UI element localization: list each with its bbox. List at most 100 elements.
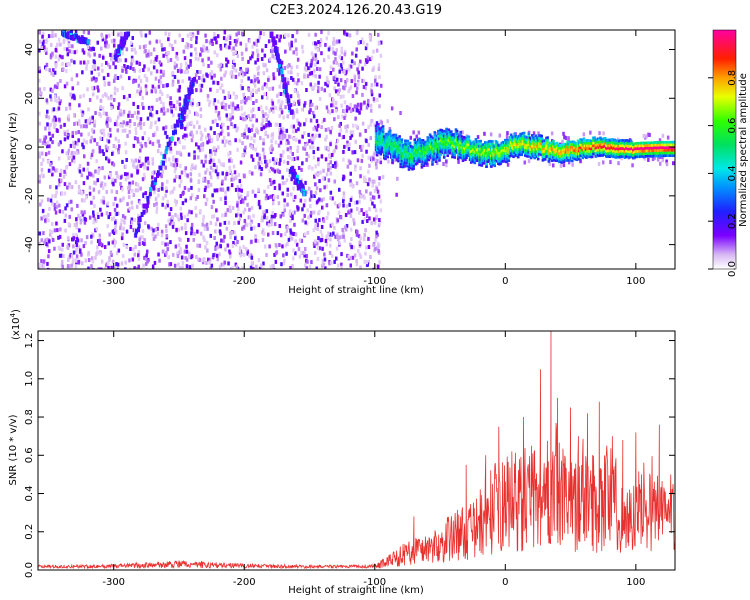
noise-cell [170, 125, 174, 130]
noise-cell [65, 203, 69, 208]
noise-cell [83, 154, 86, 159]
streak-cell [287, 105, 291, 110]
noise-cell [111, 177, 114, 182]
noise-cell [263, 91, 266, 96]
noise-cell [262, 71, 266, 76]
signal-cell [420, 166, 424, 169]
noise-cell [378, 104, 381, 109]
noise-cell [212, 214, 216, 219]
noise-cell [297, 166, 301, 170]
noise-cell [146, 156, 150, 161]
noise-cell [582, 132, 586, 137]
noise-cell [339, 215, 343, 220]
noise-cell [296, 90, 299, 95]
noise-cell [332, 97, 335, 102]
noise-cell [75, 243, 79, 247]
noise-cell [121, 86, 124, 91]
noise-cell [248, 170, 252, 175]
noise-cell [148, 40, 152, 45]
noise-cell [189, 101, 192, 106]
noise-cell [185, 70, 188, 74]
noise-cell [208, 171, 212, 176]
noise-cell [104, 182, 107, 187]
noise-cell [313, 68, 316, 73]
noise-cell [155, 206, 159, 211]
noise-cell [200, 137, 203, 141]
noise-cell [165, 188, 168, 193]
noise-cell [240, 236, 244, 241]
noise-cell [322, 176, 325, 181]
noise-cell [190, 120, 193, 125]
noise-cell [116, 211, 120, 216]
noise-cell [220, 83, 224, 88]
noise-cell [137, 83, 141, 88]
noise-cell [92, 47, 96, 52]
noise-cell [225, 172, 229, 176]
noise-cell [331, 222, 334, 227]
noise-cell [110, 96, 113, 101]
noise-cell [617, 161, 620, 166]
noise-cell [377, 181, 381, 186]
noise-cell [224, 70, 228, 75]
noise-cell [665, 159, 668, 164]
noise-cell [202, 44, 205, 49]
noise-cell [372, 179, 375, 184]
noise-cell [314, 106, 317, 111]
noise-cell [598, 131, 601, 136]
noise-cell [125, 47, 129, 52]
noise-cell [191, 263, 194, 268]
noise-cell [320, 225, 324, 229]
noise-cell [666, 135, 670, 140]
noise-cell [150, 89, 154, 94]
noise-cell [114, 73, 117, 78]
signal-cell [464, 158, 467, 161]
noise-cell [53, 70, 57, 75]
noise-cell [84, 119, 88, 124]
noise-cell [122, 226, 125, 231]
noise-cell [130, 173, 133, 178]
noise-cell [195, 79, 198, 84]
signal-cell [419, 141, 422, 145]
noise-cell [360, 208, 363, 213]
noise-cell [264, 112, 267, 117]
noise-cell [143, 64, 146, 69]
noise-cell [359, 102, 363, 107]
noise-cell [136, 123, 140, 128]
noise-cell [367, 125, 370, 129]
noise-cell [506, 162, 510, 167]
noise-cell [181, 38, 184, 42]
noise-cell [240, 69, 243, 74]
noise-cell [250, 239, 253, 244]
noise-cell [303, 74, 306, 79]
noise-cell [80, 173, 84, 178]
noise-cell [672, 161, 675, 166]
noise-cell [254, 165, 257, 170]
noise-cell [42, 39, 46, 44]
noise-cell [277, 201, 281, 206]
noise-cell [67, 257, 70, 262]
noise-cell [377, 223, 381, 228]
noise-cell [110, 217, 114, 222]
noise-cell [135, 60, 139, 65]
noise-cell [162, 53, 165, 58]
noise-cell [179, 237, 182, 242]
noise-cell [142, 44, 146, 49]
noise-cell [78, 216, 82, 220]
noise-cell [111, 161, 114, 166]
noise-cell [114, 224, 117, 229]
noise-cell [175, 150, 179, 155]
noise-cell [101, 106, 105, 111]
noise-cell [232, 59, 236, 64]
noise-cell [92, 210, 95, 215]
noise-cell [53, 228, 57, 233]
noise-cell [224, 103, 228, 107]
noise-cell [183, 70, 186, 75]
noise-cell [291, 231, 294, 236]
noise-cell [562, 131, 565, 136]
noise-cell [259, 105, 263, 110]
noise-cell [47, 254, 50, 259]
noise-cell [85, 195, 88, 200]
noise-cell [266, 113, 270, 118]
noise-cell [103, 175, 107, 180]
noise-cell [130, 55, 134, 60]
